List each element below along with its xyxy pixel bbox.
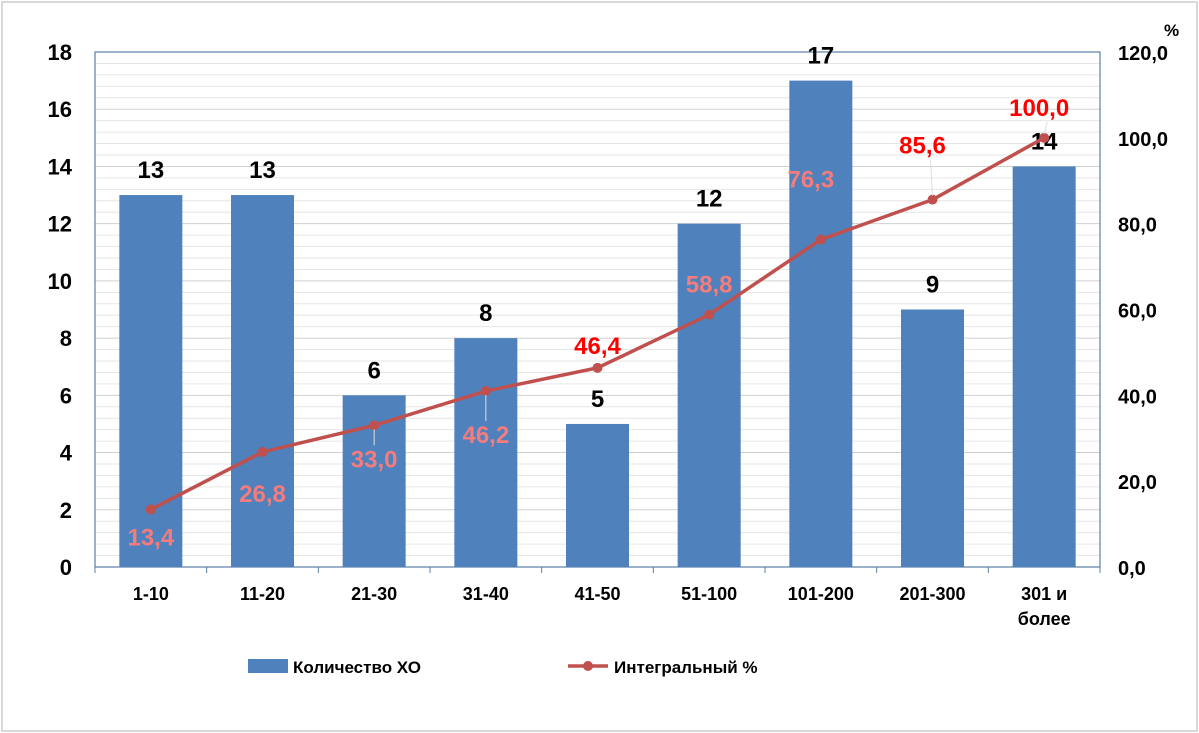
x-axis-tick-label: 51-100	[681, 584, 737, 604]
x-axis-tick-label: 101-200	[788, 584, 854, 604]
x-axis-tick-label: 1-10	[133, 584, 169, 604]
left-axis-tick-label: 14	[48, 154, 73, 179]
left-axis-tick-label: 18	[48, 40, 72, 65]
right-axis-tick-label: 100,0	[1118, 129, 1168, 151]
left-axis-tick-label: 2	[60, 498, 72, 523]
line-data-label: 26,8	[239, 481, 286, 508]
line-data-label: 46,2	[462, 422, 509, 449]
left-axis-tick-label: 8	[60, 326, 72, 351]
left-axis-tick-label: 16	[48, 97, 72, 122]
bar-data-label: 13	[249, 157, 276, 184]
right-axis-tick-label: 120,0	[1118, 43, 1168, 65]
line-data-label: 33,0	[351, 446, 398, 473]
x-axis-tick-label: 41-50	[574, 584, 620, 604]
x-axis-tick-label: более	[1018, 609, 1071, 629]
line-data-label: 100,0	[1009, 95, 1069, 122]
right-axis-tick-label: 60,0	[1118, 301, 1157, 323]
bar	[901, 309, 964, 567]
left-axis-tick-label: 6	[60, 383, 72, 408]
bar-data-label: 8	[479, 300, 492, 327]
bar-data-label: 17	[807, 43, 834, 70]
line-marker	[704, 309, 715, 320]
bar-data-label: 9	[926, 272, 939, 299]
line-marker	[927, 194, 938, 205]
x-axis-tick-label: 21-30	[351, 584, 397, 604]
right-axis-unit-label: %	[1164, 21, 1179, 40]
line-data-label: 85,6	[899, 133, 946, 160]
left-axis-tick-label: 10	[48, 269, 72, 294]
line-marker	[480, 386, 491, 397]
line-marker	[815, 234, 826, 245]
right-axis-tick-label: 20,0	[1118, 472, 1157, 494]
line-data-label: 58,8	[686, 272, 733, 299]
line-marker	[145, 504, 156, 515]
bar-data-label: 6	[367, 357, 380, 384]
line-marker	[257, 446, 268, 457]
x-axis-tick-label: 11-20	[240, 584, 285, 604]
bar	[231, 195, 294, 568]
left-axis-tick-label: 12	[48, 212, 72, 237]
line-data-label: 46,4	[574, 333, 621, 360]
x-axis-tick-label: 201-300	[899, 584, 965, 604]
bar-data-label: 5	[591, 386, 604, 413]
legend-bar-swatch	[248, 659, 288, 673]
bar	[789, 80, 853, 567]
line-marker	[592, 362, 603, 373]
line-marker	[1039, 132, 1050, 143]
left-axis-tick-label: 4	[60, 441, 73, 466]
x-axis-tick-label: 301 и	[1021, 584, 1067, 604]
bar	[1012, 166, 1076, 567]
right-axis-tick-label: 40,0	[1118, 386, 1157, 408]
legend-label-bar: Количество ХО	[293, 658, 421, 677]
bar	[566, 423, 629, 567]
bar-data-label: 13	[137, 157, 164, 184]
line-marker	[369, 420, 380, 431]
legend-label-line: Интегральный %	[614, 658, 758, 677]
x-axis-tick-label: 31-40	[463, 584, 509, 604]
line-data-label: 76,3	[787, 167, 834, 194]
data-label-leader-line	[1043, 121, 1048, 134]
left-axis-tick-label: 0	[60, 555, 72, 580]
legend-line-marker	[583, 661, 593, 671]
right-axis-tick-label: 0,0	[1118, 558, 1146, 580]
bar	[454, 338, 518, 567]
bar-data-label: 12	[696, 186, 723, 213]
data-label-leader-line	[930, 159, 933, 196]
right-axis-tick-label: 80,0	[1118, 215, 1157, 237]
bar	[677, 223, 741, 567]
line-data-label: 13,4	[127, 524, 174, 551]
